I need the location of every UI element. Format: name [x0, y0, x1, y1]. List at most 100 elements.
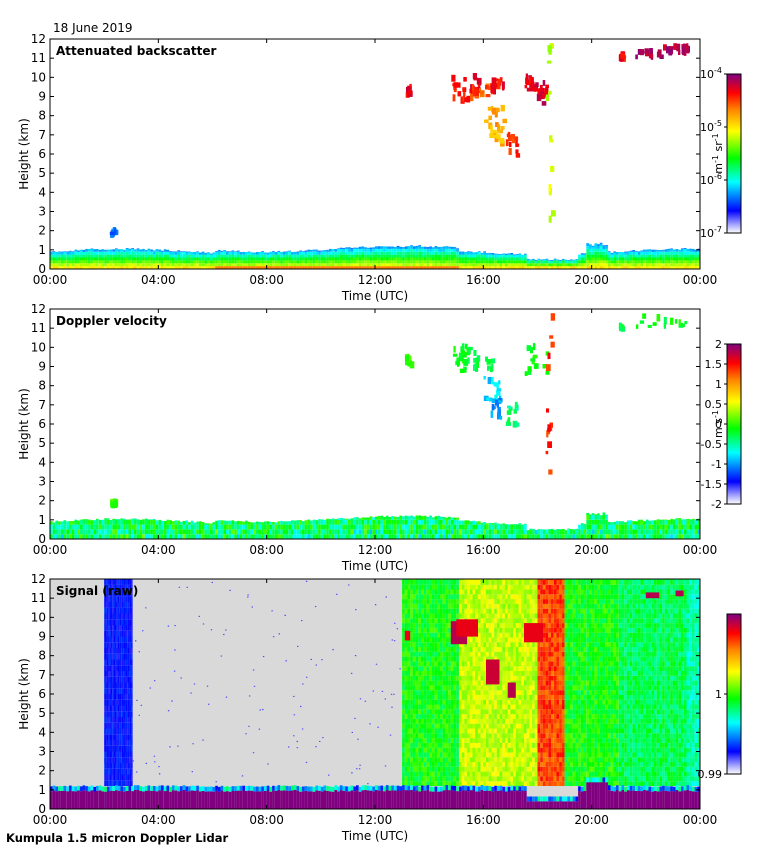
panel-title: Signal (raw) — [56, 584, 138, 598]
y-tick-label: 12 — [31, 572, 46, 586]
plot-background — [50, 309, 700, 539]
y-axis-label: Height (km) — [17, 118, 31, 189]
colorbar-tick-label: 0.99 — [698, 768, 723, 781]
plot-area — [50, 39, 700, 269]
x-tick-label: 16:00 — [466, 273, 501, 287]
colorbar-tick-label: 0.5 — [705, 398, 723, 411]
y-tick-label: 7 — [38, 128, 46, 142]
cloud-patch — [404, 630, 411, 641]
y-tick-label: 2 — [38, 494, 46, 508]
y-tick-label: 4 — [38, 725, 46, 739]
date-label: 18 June 2019 — [53, 21, 133, 35]
x-axis-label: Time (UTC) — [341, 559, 408, 573]
plot-background — [50, 39, 700, 269]
cloud-patch — [645, 592, 660, 599]
y-tick-label: 6 — [38, 417, 46, 431]
y-tick-label: 11 — [31, 591, 46, 605]
x-tick-label: 00:00 — [683, 813, 718, 827]
colorbar — [726, 73, 742, 234]
x-tick-label: 20:00 — [574, 273, 609, 287]
y-tick-label: 9 — [38, 90, 46, 104]
y-tick-label: 3 — [38, 475, 46, 489]
x-tick-label: 00:00 — [33, 543, 68, 557]
x-tick-label: 00:00 — [33, 273, 68, 287]
y-tick-label: 10 — [31, 610, 46, 624]
y-tick-label: 5 — [38, 706, 46, 720]
y-tick-label: 11 — [31, 51, 46, 65]
y-tick-label: 3 — [38, 205, 46, 219]
y-tick-label: 3 — [38, 745, 46, 759]
y-tick-label: 6 — [38, 147, 46, 161]
y-tick-label: 0 — [38, 262, 46, 276]
x-axis-label: Time (UTC) — [341, 829, 408, 843]
y-tick-label: 8 — [38, 649, 46, 663]
panel-title: Doppler velocity — [56, 314, 167, 328]
colorbar-unit-label: m s-1 — [711, 410, 725, 438]
colorbar-tick-label: -0.5 — [701, 438, 722, 451]
y-axis-label: Height (km) — [17, 658, 31, 729]
cloud-patch — [507, 682, 516, 698]
x-tick-label: 04:00 — [141, 543, 176, 557]
y-tick-label: 10 — [31, 340, 46, 354]
colorbar — [726, 343, 742, 505]
y-tick-label: 5 — [38, 436, 46, 450]
colorbar-tick-label: -1 — [711, 458, 722, 471]
colorbar-tick-label: 1 — [715, 378, 722, 391]
y-tick-label: 2 — [38, 224, 46, 238]
y-tick-label: 7 — [38, 398, 46, 412]
colorbar-tick-label: 2 — [715, 338, 722, 351]
y-tick-label: 8 — [38, 379, 46, 393]
x-tick-label: 12:00 — [358, 813, 393, 827]
x-tick-label: 16:00 — [466, 543, 501, 557]
x-tick-label: 12:00 — [358, 273, 393, 287]
x-tick-label: 00:00 — [33, 813, 68, 827]
colorbar-tick-label: 10-7 — [700, 225, 722, 240]
x-axis-label: Time (UTC) — [341, 289, 408, 303]
x-tick-label: 08:00 — [249, 813, 284, 827]
cloud-patch — [456, 619, 478, 637]
y-tick-label: 11 — [31, 321, 46, 335]
x-tick-label: 12:00 — [358, 543, 393, 557]
y-tick-label: 0 — [38, 802, 46, 816]
plot-area — [50, 579, 700, 809]
cloud-patch — [486, 659, 500, 685]
y-tick-label: 12 — [31, 32, 46, 46]
colorbar-tick-label: -1.5 — [701, 478, 722, 491]
colorbar-tick-label: 0 — [715, 418, 722, 431]
footer-label: Kumpula 1.5 micron Doppler Lidar — [6, 831, 229, 845]
y-tick-label: 0 — [38, 532, 46, 546]
cloud-patch — [524, 623, 543, 643]
colorbar-tick-label: 1.5 — [705, 358, 723, 371]
y-tick-label: 7 — [38, 668, 46, 682]
x-tick-label: 00:00 — [683, 543, 718, 557]
x-tick-label: 20:00 — [574, 813, 609, 827]
colorbar-tick-label: 10-5 — [700, 119, 722, 134]
y-tick-label: 9 — [38, 360, 46, 374]
x-tick-label: 08:00 — [249, 543, 284, 557]
y-tick-label: 2 — [38, 764, 46, 778]
x-tick-label: 16:00 — [466, 813, 501, 827]
colorbar-tick-label: 10-4 — [700, 66, 722, 81]
colorbar-unit-label: m-1 sr-1 — [711, 133, 725, 173]
y-tick-label: 10 — [31, 70, 46, 84]
panel-title: Attenuated backscatter — [56, 44, 216, 58]
y-tick-label: 9 — [38, 630, 46, 644]
y-tick-label: 12 — [31, 302, 46, 316]
x-tick-label: 04:00 — [141, 813, 176, 827]
cloud-patch — [675, 590, 684, 597]
y-tick-label: 1 — [38, 243, 46, 257]
x-tick-label: 04:00 — [141, 273, 176, 287]
y-tick-label: 4 — [38, 455, 46, 469]
y-tick-label: 1 — [38, 783, 46, 797]
y-tick-label: 8 — [38, 109, 46, 123]
colorbar-tick-label: 1 — [715, 688, 722, 701]
y-axis-label: Height (km) — [17, 388, 31, 459]
x-tick-label: 08:00 — [249, 273, 284, 287]
y-tick-label: 4 — [38, 185, 46, 199]
y-tick-label: 6 — [38, 687, 46, 701]
colorbar — [726, 613, 742, 775]
y-tick-label: 1 — [38, 513, 46, 527]
